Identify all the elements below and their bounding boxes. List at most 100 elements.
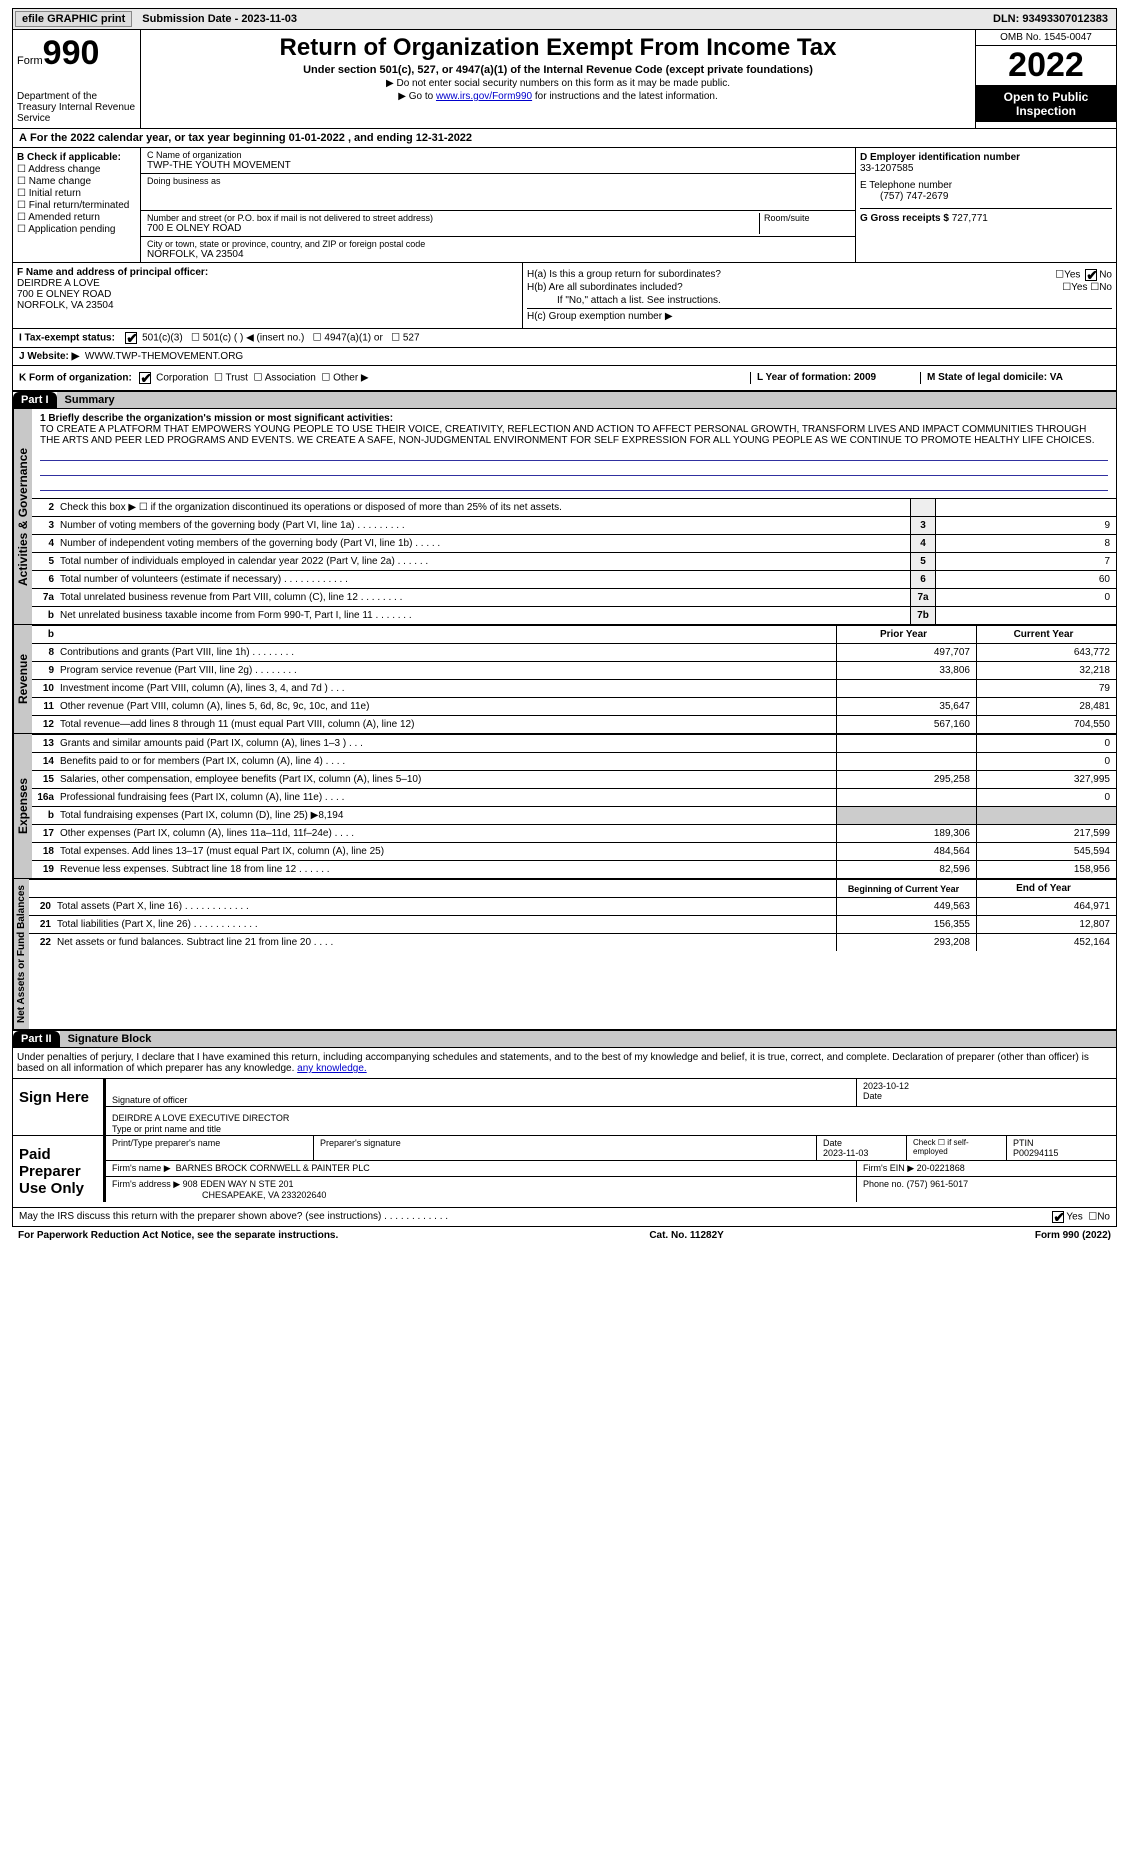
knowledge-link[interactable]: any knowledge. bbox=[297, 1063, 367, 1074]
gov-row: 6Total number of volunteers (estimate if… bbox=[32, 570, 1116, 588]
check-amended[interactable]: ☐ Amended return bbox=[17, 212, 136, 223]
section-fh: F Name and address of principal officer:… bbox=[12, 263, 1117, 329]
c-dba-lbl: Doing business as bbox=[147, 176, 849, 186]
gov-row: 7aTotal unrelated business revenue from … bbox=[32, 588, 1116, 606]
data-row: 8Contributions and grants (Part VIII, li… bbox=[32, 643, 1116, 661]
sig-date: 2023-10-12 bbox=[863, 1081, 909, 1091]
submission-date: Submission Date - 2023-11-03 bbox=[136, 11, 303, 27]
self-emp-check[interactable]: Check ☐ if self-employed bbox=[906, 1136, 1006, 1160]
b-label: B Check if applicable: bbox=[17, 152, 121, 163]
c-street-lbl: Number and street (or P.O. box if mail i… bbox=[147, 213, 759, 223]
gov-row: 5Total number of individuals employed in… bbox=[32, 552, 1116, 570]
check-corp[interactable] bbox=[139, 372, 151, 384]
officer-name-lbl: Type or print name and title bbox=[112, 1124, 221, 1134]
officer-street: 700 E OLNEY ROAD bbox=[17, 289, 111, 300]
data-row: 11Other revenue (Part VIII, column (A), … bbox=[32, 697, 1116, 715]
data-row: 15Salaries, other compensation, employee… bbox=[32, 770, 1116, 788]
check-final[interactable]: ☐ Final return/terminated bbox=[17, 200, 136, 211]
dept-label: Department of the Treasury Internal Reve… bbox=[17, 91, 136, 124]
footer: For Paperwork Reduction Act Notice, see … bbox=[12, 1227, 1117, 1244]
prep-phone: (757) 961-5017 bbox=[907, 1179, 969, 1189]
line-i: I Tax-exempt status: 501(c)(3) ☐ 501(c) … bbox=[12, 329, 1117, 348]
data-row: 16aProfessional fundraising fees (Part I… bbox=[32, 788, 1116, 806]
form-note1: ▶ Do not enter social security numbers o… bbox=[145, 78, 971, 89]
data-row: 20Total assets (Part X, line 16) . . . .… bbox=[29, 897, 1116, 915]
phone-lbl: Phone no. bbox=[863, 1179, 904, 1189]
paid-label: Paid Preparer Use Only bbox=[13, 1136, 103, 1207]
line-j: J Website: ▶ WWW.TWP-THEMOVEMENT.ORG bbox=[12, 348, 1117, 366]
data-row: 21Total liabilities (Part X, line 26) . … bbox=[29, 915, 1116, 933]
form-subtitle: Under section 501(c), 527, or 4947(a)(1)… bbox=[145, 64, 971, 76]
part1-header: Part I bbox=[13, 392, 57, 408]
sig-declaration: Under penalties of perjury, I declare th… bbox=[12, 1048, 1117, 1079]
form-label: Form990 bbox=[17, 34, 136, 73]
firm-addr-lbl: Firm's address ▶ bbox=[112, 1179, 180, 1189]
line-a: A For the 2022 calendar year, or tax yea… bbox=[13, 129, 478, 147]
prep-date: 2023-11-03 bbox=[823, 1148, 868, 1158]
mission-text: TO CREATE A PLATFORM THAT EMPOWERS YOUNG… bbox=[40, 424, 1094, 446]
city: NORFOLK, VA 23504 bbox=[147, 249, 244, 260]
governance-section: Activities & Governance 1 Briefly descri… bbox=[12, 409, 1117, 625]
officer-name: DEIRDRE A LOVE bbox=[17, 278, 100, 289]
open-public-badge: Open to Public Inspection bbox=[976, 86, 1116, 122]
check-address[interactable]: ☐ Address change bbox=[17, 164, 136, 175]
dln: DLN: 93493307012383 bbox=[993, 13, 1114, 25]
discuss-row: May the IRS discuss this return with the… bbox=[12, 1208, 1117, 1227]
ptin: P00294115 bbox=[1013, 1148, 1058, 1158]
col-header: b Prior Year Current Year bbox=[32, 625, 1116, 643]
check-501c3[interactable] bbox=[125, 332, 137, 344]
check-pending[interactable]: ☐ Application pending bbox=[17, 224, 136, 235]
room-lbl: Room/suite bbox=[764, 213, 849, 223]
gov-row: 2Check this box ▶ ☐ if the organization … bbox=[32, 498, 1116, 516]
footer-left: For Paperwork Reduction Act Notice, see … bbox=[18, 1230, 338, 1241]
prep-sig-lbl: Preparer's signature bbox=[313, 1136, 816, 1160]
c-name-lbl: C Name of organization bbox=[147, 150, 849, 160]
mission-lbl: 1 Briefly describe the organization's mi… bbox=[40, 413, 393, 424]
check-initial[interactable]: ☐ Initial return bbox=[17, 188, 136, 199]
sig-officer-lbl: Signature of officer bbox=[112, 1095, 187, 1105]
balances-section: Net Assets or Fund Balances Beginning of… bbox=[12, 879, 1117, 1030]
sign-here-label: Sign Here bbox=[13, 1079, 103, 1135]
data-row: 22Net assets or fund balances. Subtract … bbox=[29, 933, 1116, 951]
vert-balances: Net Assets or Fund Balances bbox=[13, 879, 29, 1029]
org-name: TWP-THE YOUTH MOVEMENT bbox=[147, 160, 291, 171]
check-name[interactable]: ☐ Name change bbox=[17, 176, 136, 187]
irs-link[interactable]: www.irs.gov/Form990 bbox=[436, 91, 532, 102]
hc: H(c) Group exemption number ▶ bbox=[527, 308, 1112, 322]
data-row: 14Benefits paid to or for members (Part … bbox=[32, 752, 1116, 770]
part2-header: Part II bbox=[13, 1031, 60, 1047]
form-header: Form990 Department of the Treasury Inter… bbox=[12, 30, 1117, 129]
footer-right: Form 990 (2022) bbox=[1035, 1230, 1111, 1241]
firm-ein: 20-0221868 bbox=[917, 1163, 965, 1173]
sig-date-lbl: Date bbox=[863, 1091, 882, 1101]
data-row: 10Investment income (Part VIII, column (… bbox=[32, 679, 1116, 697]
vert-expenses: Expenses bbox=[13, 734, 32, 878]
gross-receipts: 727,771 bbox=[952, 213, 988, 224]
f-lbl: F Name and address of principal officer: bbox=[17, 267, 208, 278]
vert-governance: Activities & Governance bbox=[13, 409, 32, 624]
prep-date-lbl: Date bbox=[823, 1138, 842, 1148]
expenses-section: Expenses 13Grants and similar amounts pa… bbox=[12, 734, 1117, 879]
phone: (757) 747-2679 bbox=[860, 191, 948, 202]
data-row: 12Total revenue—add lines 8 through 11 (… bbox=[32, 715, 1116, 733]
data-row: 13Grants and similar amounts paid (Part … bbox=[32, 734, 1116, 752]
revenue-section: Revenue b Prior Year Current Year 8Contr… bbox=[12, 625, 1117, 734]
form-note2: ▶ Go to www.irs.gov/Form990 for instruct… bbox=[145, 91, 971, 102]
data-row: 17Other expenses (Part IX, column (A), l… bbox=[32, 824, 1116, 842]
c-city-lbl: City or town, state or province, country… bbox=[147, 239, 849, 249]
ha-no-check[interactable] bbox=[1085, 269, 1097, 281]
d-lbl: D Employer identification number bbox=[860, 152, 1020, 163]
top-bar: efile GRAPHIC print Submission Date - 20… bbox=[12, 8, 1117, 30]
bal-header: Beginning of Current Year End of Year bbox=[29, 879, 1116, 897]
part2-title: Signature Block bbox=[60, 1031, 1116, 1047]
part1-title: Summary bbox=[57, 392, 1116, 408]
ptin-lbl: PTIN bbox=[1013, 1138, 1034, 1148]
discuss-yes[interactable] bbox=[1052, 1211, 1064, 1223]
form-title: Return of Organization Exempt From Incom… bbox=[145, 34, 971, 62]
efile-button[interactable]: efile GRAPHIC print bbox=[15, 11, 132, 27]
line-klm: K Form of organization: Corporation ☐ Tr… bbox=[12, 366, 1117, 391]
gov-row: bNet unrelated business taxable income f… bbox=[32, 606, 1116, 624]
footer-center: Cat. No. 11282Y bbox=[649, 1230, 723, 1241]
line-m: M State of legal domicile: VA bbox=[920, 372, 1110, 384]
g-lbl: G Gross receipts $ bbox=[860, 213, 949, 224]
